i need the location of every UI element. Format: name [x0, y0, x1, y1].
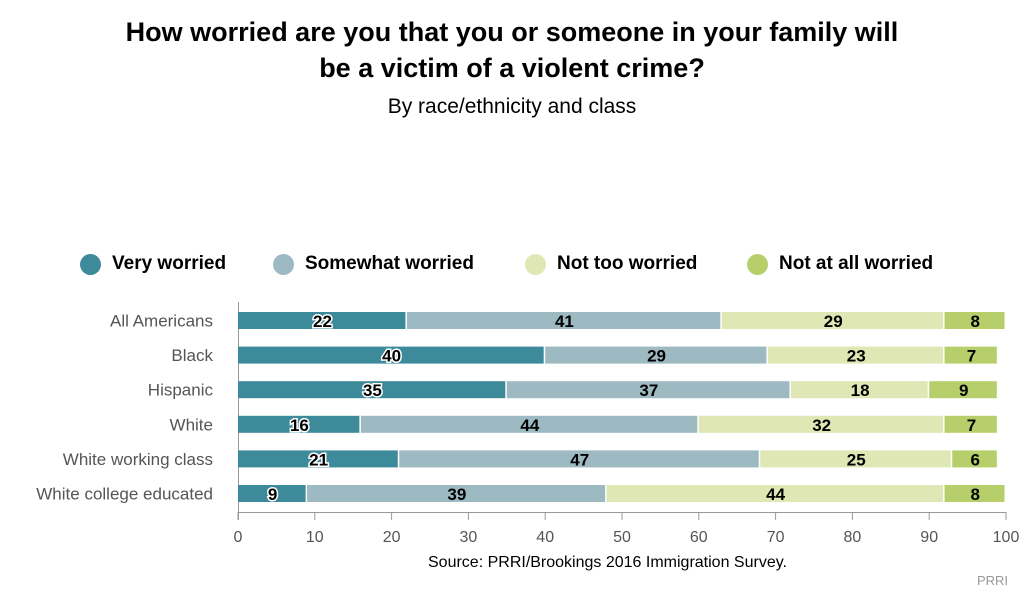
- data-label: 9: [959, 381, 968, 400]
- x-tick-label: 90: [920, 529, 938, 546]
- data-label: 32: [812, 416, 831, 435]
- data-label: 29: [824, 312, 843, 331]
- data-label: 18: [851, 381, 870, 400]
- x-tick-label: 30: [460, 529, 478, 546]
- bar-segment: [698, 415, 944, 433]
- legend-swatch: [525, 253, 546, 275]
- data-label: 7: [967, 416, 976, 435]
- bar-segment: [238, 346, 544, 364]
- chart-title: How worried are you that you or someone …: [0, 14, 1024, 86]
- bar-segment: [944, 346, 997, 364]
- category-label: White working class: [63, 450, 213, 469]
- bar-segment: [406, 312, 721, 329]
- chart-subtitle: By race/ethnicity and class: [387, 95, 637, 118]
- data-label: 40: [382, 347, 401, 366]
- bar-segment: [238, 450, 398, 468]
- legend-swatch: [80, 253, 101, 275]
- bar-segment: [944, 312, 1005, 329]
- bar-segment: [944, 485, 1005, 502]
- legend-item: Not at all worried: [747, 250, 933, 278]
- data-label: 8: [971, 485, 980, 504]
- legend-label: Very worried: [112, 253, 227, 274]
- category-label: Black: [171, 346, 213, 365]
- bar-segment: [760, 450, 951, 468]
- data-label: 25: [847, 450, 866, 469]
- category-label: Hispanic: [148, 381, 214, 400]
- data-label: 35: [363, 381, 382, 400]
- x-tick-label: 80: [844, 529, 862, 546]
- legend-item: Not too worried: [525, 250, 697, 278]
- bar-segment: [238, 485, 306, 502]
- data-label: 29: [647, 347, 666, 366]
- bar-segment: [721, 312, 944, 329]
- data-label: 21: [309, 450, 328, 469]
- bar-segment: [944, 415, 997, 433]
- category-label: White college educated: [36, 485, 213, 504]
- bar-segment: [238, 312, 406, 329]
- x-tick-label: 10: [306, 529, 324, 546]
- data-label: 47: [570, 450, 589, 469]
- source-note: Source: PRRI/Brookings 2016 Immigration …: [428, 554, 787, 571]
- legend-item: Very worried: [80, 250, 226, 278]
- x-tick-label: 40: [536, 529, 554, 546]
- bar-segment: [545, 346, 767, 364]
- legend-swatch: [747, 253, 768, 275]
- data-label: 8: [971, 312, 980, 331]
- data-label: 16: [290, 416, 309, 435]
- data-label: 44: [520, 416, 539, 435]
- bar-segment: [767, 346, 944, 364]
- data-label: 41: [555, 312, 574, 331]
- legend-label: Not at all worried: [779, 253, 934, 274]
- category-label: All Americans: [110, 312, 213, 331]
- legend-label: Not too worried: [557, 253, 698, 274]
- brand-label: PRRI: [976, 573, 1008, 588]
- bar-segment: [307, 485, 606, 502]
- x-tick-label: 70: [767, 529, 785, 546]
- bar-segment: [606, 485, 944, 502]
- data-label: 44: [766, 485, 785, 504]
- bar-segment: [360, 415, 698, 433]
- data-label: 39: [447, 485, 466, 504]
- bar-segment: [506, 381, 790, 399]
- bar-segment: [929, 381, 997, 399]
- bar-segment: [399, 450, 759, 468]
- bar-segment: [238, 415, 360, 433]
- chart-title-line-1: How worried are you that you or someone …: [125, 17, 899, 47]
- data-label: 23: [847, 347, 866, 366]
- bar-segment: [790, 381, 928, 399]
- chart-title-line-2: be a victim of a violent crime?: [319, 53, 705, 83]
- data-label: 6: [971, 450, 980, 469]
- legend-item: Somewhat worried: [273, 250, 474, 278]
- legend-swatch: [273, 253, 294, 275]
- x-tick-label: 0: [234, 529, 243, 546]
- x-tick-label: 100: [993, 529, 1020, 546]
- x-tick-label: 50: [613, 529, 631, 546]
- bar-segment: [952, 450, 997, 468]
- data-label: 9: [268, 485, 277, 504]
- data-label: 22: [313, 312, 332, 331]
- x-tick-label: 60: [690, 529, 708, 546]
- legend-label: Somewhat worried: [305, 253, 474, 274]
- bar-segment: [238, 381, 506, 399]
- x-tick-label: 20: [383, 529, 401, 546]
- category-label: White: [170, 415, 213, 434]
- data-label: 37: [639, 381, 658, 400]
- data-label: 7: [967, 347, 976, 366]
- chart-legend: Very worried Somewhat worried Not too worr…: [0, 250, 1024, 278]
